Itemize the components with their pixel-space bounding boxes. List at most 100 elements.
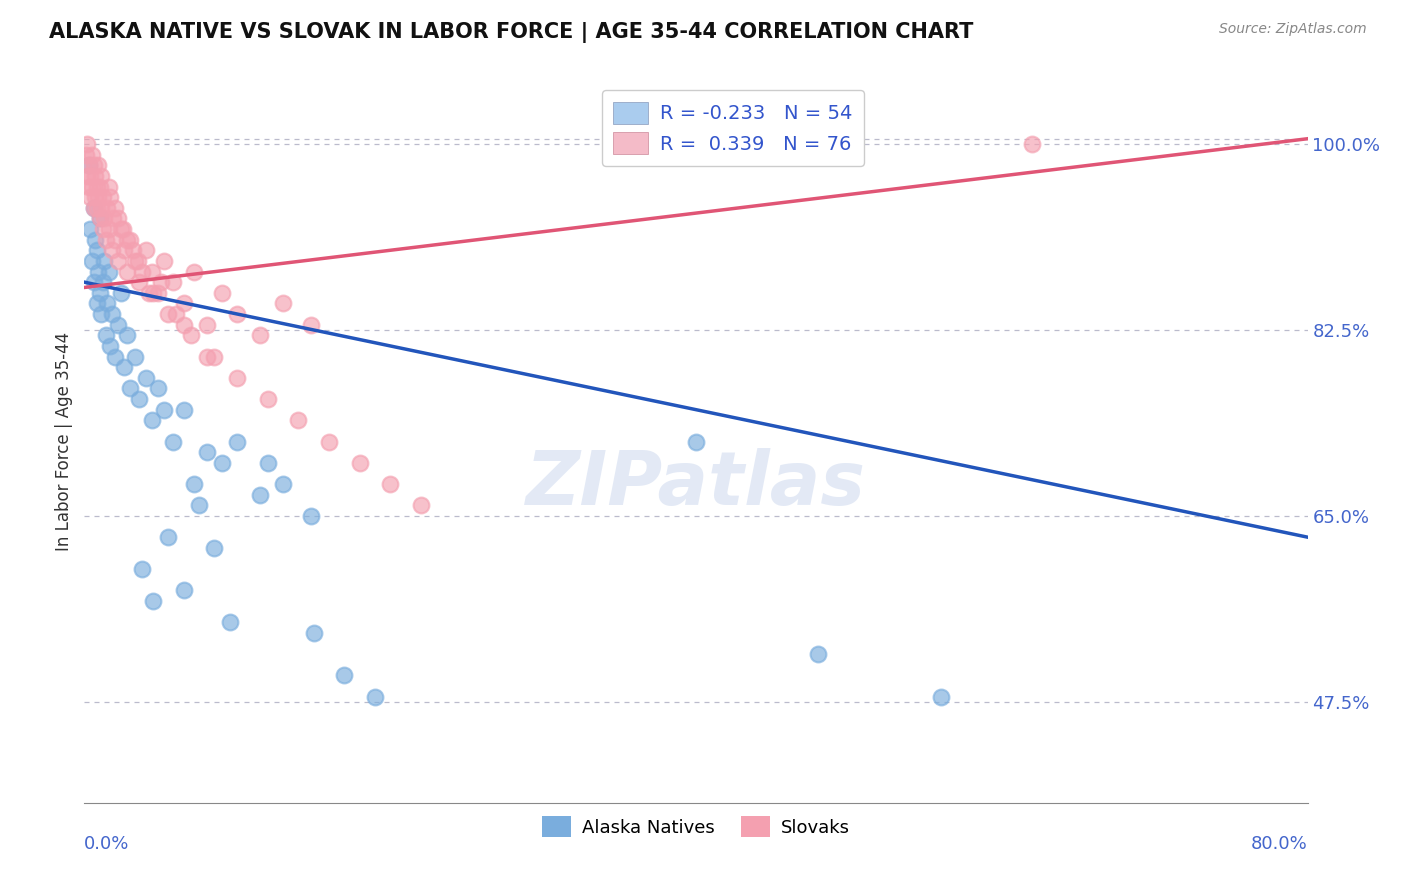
Point: [87, 158, 110, 172]
Point: [271, 477, 294, 491]
Point: [1021, 136, 1043, 151]
Point: [183, 264, 205, 278]
Point: [146, 381, 169, 395]
Point: [80, 147, 103, 161]
Point: [86, 179, 108, 194]
Text: ZIPatlas: ZIPatlas: [526, 449, 866, 522]
Point: [131, 264, 153, 278]
Point: [112, 360, 135, 375]
Point: [165, 307, 187, 321]
Point: [90, 169, 112, 183]
Point: [79, 222, 101, 236]
Text: 80.0%: 80.0%: [1251, 835, 1308, 853]
Point: [89, 179, 111, 194]
Point: [77, 158, 100, 172]
Point: [127, 254, 149, 268]
Point: [226, 371, 249, 385]
Point: [128, 275, 150, 289]
Point: [86, 244, 108, 258]
Point: [86, 296, 108, 310]
Point: [364, 690, 387, 704]
Point: [89, 211, 111, 226]
Point: [173, 318, 195, 332]
Point: [142, 594, 165, 608]
Point: [96, 201, 118, 215]
Point: [93, 211, 115, 226]
Point: [211, 456, 233, 470]
Y-axis label: In Labor Force | Age 35-44: In Labor Force | Age 35-44: [55, 332, 73, 551]
Point: [124, 254, 146, 268]
Point: [79, 190, 101, 204]
Point: [83, 201, 105, 215]
Point: [188, 498, 211, 512]
Point: [195, 350, 218, 364]
Point: [257, 392, 280, 406]
Point: [141, 264, 163, 278]
Point: [98, 339, 121, 353]
Text: ALASKA NATIVE VS SLOVAK IN LABOR FORCE | AGE 35-44 CORRELATION CHART: ALASKA NATIVE VS SLOVAK IN LABOR FORCE |…: [49, 22, 973, 44]
Point: [110, 285, 132, 300]
Point: [76, 169, 98, 183]
Point: [162, 275, 184, 289]
Point: [173, 296, 195, 310]
Point: [83, 275, 105, 289]
Point: [101, 244, 124, 258]
Point: [84, 190, 107, 204]
Point: [91, 275, 114, 289]
Point: [257, 456, 280, 470]
Point: [76, 136, 98, 151]
Point: [97, 179, 120, 194]
Point: [153, 402, 176, 417]
Point: [87, 264, 110, 278]
Point: [173, 402, 195, 417]
Point: [135, 371, 157, 385]
Point: [380, 477, 402, 491]
Point: [87, 190, 110, 204]
Point: [97, 222, 120, 236]
Point: [104, 201, 127, 215]
Point: [77, 158, 100, 172]
Point: [89, 211, 111, 226]
Point: [226, 307, 249, 321]
Point: [162, 434, 184, 449]
Point: [115, 264, 138, 278]
Point: [138, 285, 160, 300]
Point: [96, 296, 118, 310]
Point: [86, 201, 108, 215]
Point: [929, 690, 952, 704]
Point: [685, 434, 707, 449]
Point: [149, 275, 172, 289]
Point: [173, 583, 195, 598]
Point: [141, 413, 163, 427]
Point: [226, 434, 249, 449]
Point: [128, 392, 150, 406]
Point: [104, 233, 127, 247]
Point: [249, 488, 271, 502]
Point: [90, 201, 112, 215]
Point: [299, 508, 322, 523]
Point: [807, 647, 830, 661]
Point: [120, 233, 142, 247]
Point: [91, 222, 114, 236]
Point: [349, 456, 371, 470]
Point: [104, 350, 127, 364]
Point: [115, 233, 138, 247]
Point: [115, 328, 138, 343]
Point: [124, 350, 146, 364]
Point: [202, 350, 225, 364]
Point: [409, 498, 432, 512]
Text: 0.0%: 0.0%: [84, 835, 129, 853]
Point: [157, 307, 180, 321]
Point: [90, 307, 112, 321]
Point: [333, 668, 356, 682]
Point: [153, 254, 176, 268]
Point: [83, 158, 105, 172]
Point: [97, 264, 120, 278]
Point: [91, 190, 114, 204]
Point: [271, 296, 294, 310]
Point: [302, 625, 325, 640]
Point: [318, 434, 340, 449]
Point: [218, 615, 240, 630]
Point: [107, 254, 129, 268]
Point: [211, 285, 233, 300]
